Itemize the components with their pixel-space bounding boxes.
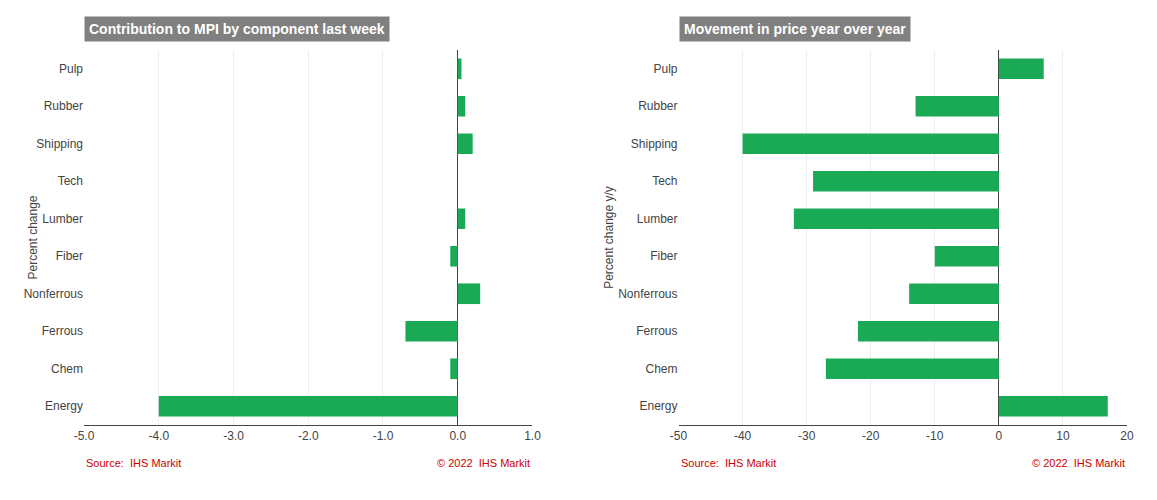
- svg-text:Ferrous: Ferrous: [42, 324, 83, 338]
- svg-text:Pulp: Pulp: [653, 62, 677, 76]
- svg-text:Energy: Energy: [639, 399, 677, 413]
- svg-text:Movement in price year over ye: Movement in price year over year: [684, 21, 906, 37]
- svg-text:Chem: Chem: [645, 362, 677, 376]
- svg-text:Lumber: Lumber: [637, 212, 678, 226]
- svg-text:0.0: 0.0: [449, 429, 466, 443]
- svg-text:-2.0: -2.0: [298, 429, 319, 443]
- svg-text:1.0: 1.0: [524, 429, 541, 443]
- svg-text:-1.0: -1.0: [373, 429, 394, 443]
- svg-text:Tech: Tech: [652, 174, 677, 188]
- svg-text:Fiber: Fiber: [650, 249, 677, 263]
- svg-text:10: 10: [1056, 429, 1070, 443]
- svg-text:Tech: Tech: [58, 174, 83, 188]
- svg-text:-4.0: -4.0: [148, 429, 169, 443]
- svg-text:Fiber: Fiber: [56, 249, 83, 263]
- svg-text:0: 0: [996, 429, 1003, 443]
- svg-text:Shipping: Shipping: [631, 137, 678, 151]
- svg-text:Percent change: Percent change: [26, 195, 40, 279]
- svg-text:© 2022 IHS Markit: © 2022 IHS Markit: [1032, 457, 1125, 469]
- svg-text:-40: -40: [734, 429, 752, 443]
- svg-text:Lumber: Lumber: [42, 212, 83, 226]
- svg-text:Nonferrous: Nonferrous: [24, 287, 83, 301]
- svg-text:Source: IHS Markit: Source: IHS Markit: [681, 457, 776, 469]
- svg-text:Chem: Chem: [51, 362, 83, 376]
- svg-text:Pulp: Pulp: [59, 62, 83, 76]
- svg-text:-3.0: -3.0: [223, 429, 244, 443]
- svg-text:-5.0: -5.0: [74, 429, 95, 443]
- svg-text:-50: -50: [670, 429, 688, 443]
- svg-text:Rubber: Rubber: [638, 99, 677, 113]
- svg-text:Source: IHS Markit: Source: IHS Markit: [86, 457, 181, 469]
- svg-text:© 2022 IHS Markit: © 2022 IHS Markit: [437, 457, 530, 469]
- svg-text:-30: -30: [798, 429, 816, 443]
- svg-text:Nonferrous: Nonferrous: [618, 287, 677, 301]
- svg-text:Shipping: Shipping: [36, 137, 83, 151]
- svg-text:20: 20: [1120, 429, 1134, 443]
- svg-text:Rubber: Rubber: [44, 99, 83, 113]
- svg-text:Percent change y/y: Percent change y/y: [602, 186, 616, 289]
- svg-text:-20: -20: [862, 429, 880, 443]
- svg-text:Contribution to MPI by compone: Contribution to MPI by component last we…: [89, 21, 385, 37]
- svg-text:-10: -10: [926, 429, 944, 443]
- svg-text:Energy: Energy: [45, 399, 83, 413]
- svg-text:Ferrous: Ferrous: [636, 324, 677, 338]
